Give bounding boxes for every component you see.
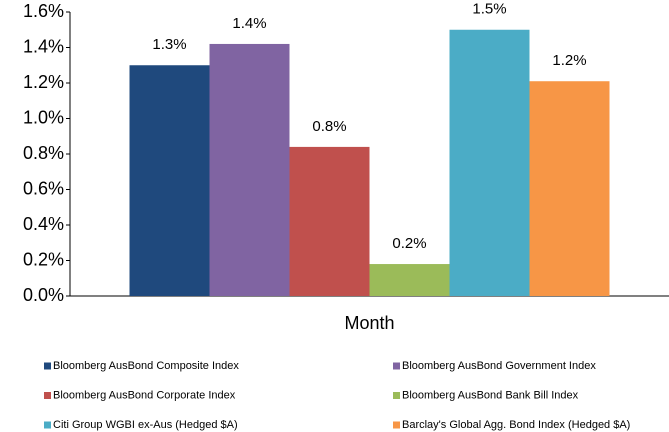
y-tick-label: 1.0% — [23, 107, 64, 127]
y-tick-label: 1.2% — [23, 72, 64, 92]
y-tick-label: 0.8% — [23, 143, 64, 163]
y-tick-label: 1.6% — [23, 1, 64, 21]
legend-swatch — [44, 362, 51, 370]
bar — [289, 146, 370, 296]
value-label: 0.8% — [312, 118, 346, 135]
legend-swatch — [44, 421, 51, 429]
legend-swatch — [393, 392, 400, 399]
legend-label: Bloomberg AusBond Bank Bill Index — [402, 389, 579, 401]
bar — [129, 65, 210, 296]
legend-swatch — [44, 392, 51, 399]
bar — [209, 43, 290, 297]
y-tick-label: 0.2% — [23, 249, 64, 269]
value-label: 1.3% — [152, 36, 186, 53]
y-tick-label: 1.4% — [23, 36, 64, 56]
legend-label: Citi Group WGBI ex-Aus (Hedged $A) — [53, 419, 238, 431]
legend-label: Barclay's Global Agg. Bond Index (Hedged… — [402, 419, 630, 431]
value-label: 1.4% — [232, 15, 266, 32]
bar — [529, 81, 610, 296]
y-tick-label: 0.4% — [23, 214, 64, 234]
y-tick-label: 0.6% — [23, 178, 64, 198]
legend-label: Bloomberg AusBond Government Index — [402, 360, 596, 372]
legend-swatch — [393, 421, 400, 429]
value-label: 0.2% — [392, 235, 426, 252]
legend-label: Bloomberg AusBond Corporate Index — [53, 389, 236, 401]
legend-label: Bloomberg AusBond Composite Index — [53, 360, 239, 372]
x-tick-label: Month — [344, 313, 394, 333]
y-tick-label: 0.0% — [23, 285, 64, 305]
value-label: 1.2% — [552, 52, 586, 69]
bar — [449, 29, 530, 296]
value-label: 1.5% — [472, 1, 506, 18]
bar — [369, 264, 450, 296]
legend-swatch — [393, 362, 400, 370]
